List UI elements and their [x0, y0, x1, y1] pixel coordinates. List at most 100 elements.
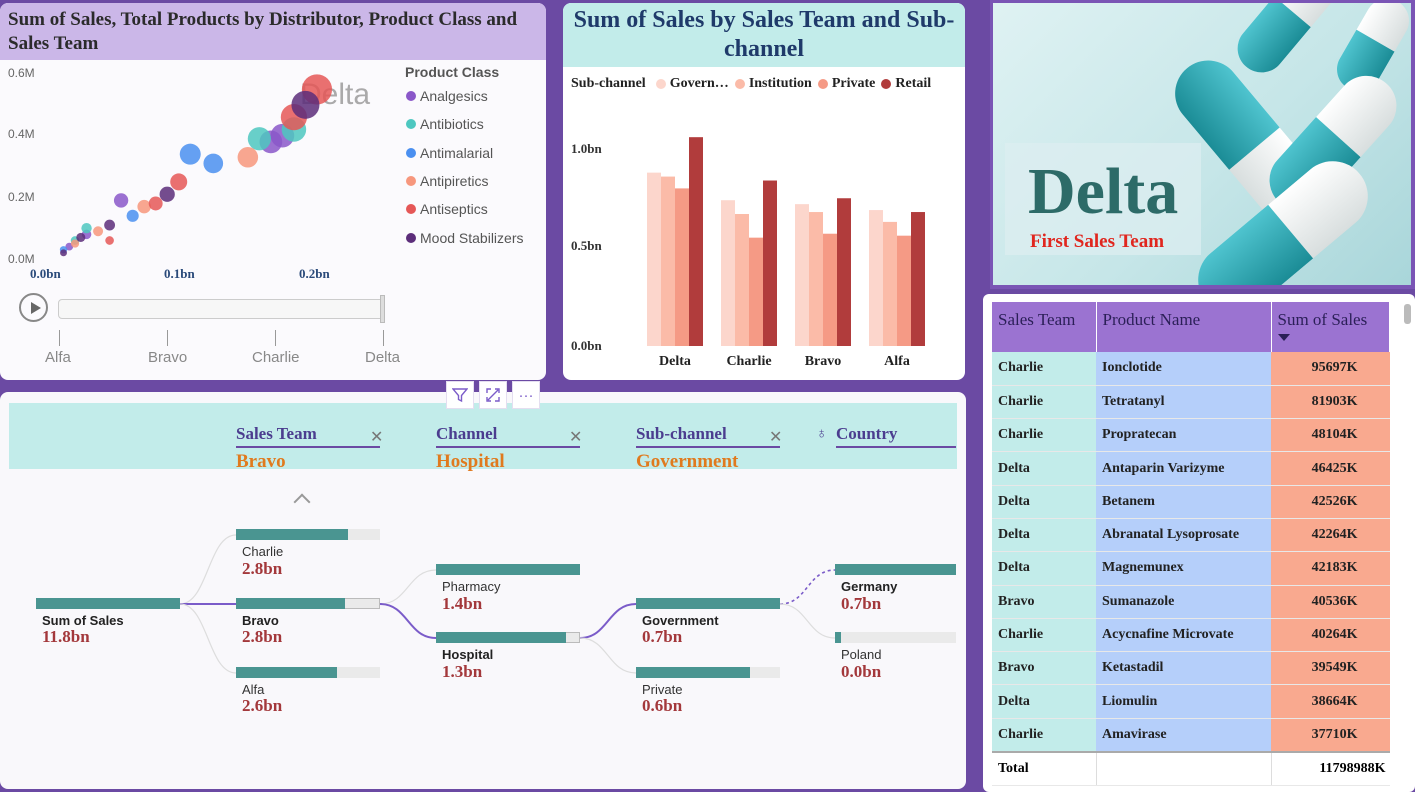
scatter-point[interactable] — [76, 232, 86, 242]
scatter-point[interactable] — [203, 153, 224, 174]
play-axis-slider[interactable] — [58, 299, 384, 319]
table-row[interactable]: Delta Liomulin 38664K — [992, 684, 1390, 719]
node-bar[interactable] — [636, 667, 750, 678]
table-row[interactable]: Charlie Propratecan 48104K — [992, 418, 1390, 453]
sales-team-cell: Bravo — [992, 651, 1096, 686]
sort-desc-icon[interactable] — [1277, 334, 1290, 341]
play-axis-label[interactable]: Charlie — [252, 349, 300, 366]
scatter-point[interactable] — [247, 127, 271, 151]
x-tick: 0.2bn — [299, 266, 330, 281]
bar[interactable] — [661, 176, 675, 346]
capsules-image: Delta First Sales Team — [993, 3, 1411, 285]
scatter-point[interactable] — [105, 236, 114, 245]
legend-item[interactable]: Institution — [734, 76, 812, 92]
scatter-point[interactable] — [179, 143, 201, 165]
table-row[interactable]: Charlie Ionclotide 95697K — [992, 352, 1390, 386]
node-bar[interactable] — [835, 564, 956, 575]
node-bar[interactable] — [636, 598, 780, 609]
table-row[interactable]: Delta Antaparin Varizyme 46425K — [992, 451, 1390, 486]
table-row[interactable]: Charlie Acycnafine Microvate 40264K — [992, 618, 1390, 653]
scatter-point[interactable] — [291, 90, 320, 119]
scatter-point[interactable] — [113, 193, 129, 208]
more-options-icon[interactable]: ··· — [512, 381, 540, 409]
node-bar[interactable] — [236, 529, 349, 540]
node-bar[interactable] — [436, 564, 580, 575]
scatter-point[interactable] — [237, 146, 259, 168]
scatter-point[interactable] — [60, 249, 67, 257]
node-value: 0.7bn — [841, 594, 882, 613]
scatter-point[interactable] — [170, 173, 188, 191]
column-header[interactable]: Sales Team — [992, 302, 1097, 352]
node-label: Germany — [841, 579, 898, 594]
table-row[interactable]: Delta Magnemunex 42183K — [992, 551, 1390, 586]
bar[interactable] — [809, 212, 823, 346]
legend-item[interactable]: Antiseptics — [406, 201, 488, 217]
table-row[interactable]: Bravo Ketastadil 39549K — [992, 651, 1390, 686]
x-tick: 0.1bn — [164, 266, 195, 281]
table-row[interactable]: Bravo Sumanazole 40536K — [992, 585, 1390, 619]
scatter-point[interactable] — [81, 222, 92, 234]
bar[interactable] — [795, 204, 809, 346]
table-scrollbar[interactable] — [1404, 304, 1411, 324]
legend-item[interactable]: Antimalarial — [406, 145, 493, 161]
bar[interactable] — [763, 180, 777, 346]
play-axis-handle[interactable] — [380, 295, 385, 323]
sales-team-cell: Delta — [992, 684, 1096, 719]
bar[interactable] — [689, 137, 703, 346]
legend-item[interactable]: Private — [817, 76, 875, 92]
bar[interactable] — [647, 172, 661, 346]
bar[interactable] — [823, 233, 837, 346]
play-button[interactable] — [19, 293, 48, 322]
legend-label: Institution — [748, 76, 812, 91]
legend-item[interactable]: Retail — [881, 76, 931, 92]
legend-dot — [655, 79, 666, 89]
remove-level-icon[interactable]: ✕ — [569, 429, 583, 446]
legend-item[interactable]: Antibiotics — [406, 116, 484, 132]
bar[interactable] — [869, 210, 883, 346]
legend-item[interactable]: Govern… — [655, 76, 729, 92]
column-header[interactable]: Product Name — [1096, 302, 1272, 352]
scatter-point[interactable] — [93, 226, 104, 237]
legend-item[interactable]: Analgesics — [406, 88, 488, 104]
sum-of-sales-cell: 42526K — [1271, 485, 1390, 519]
level-value: Bravo — [236, 451, 286, 472]
bar[interactable] — [837, 198, 851, 346]
table-row[interactable]: Charlie Tetratanyl 81903K — [992, 385, 1390, 420]
focus-mode-icon[interactable] — [479, 381, 507, 409]
remove-level-icon[interactable]: ✕ — [769, 429, 783, 446]
bar[interactable] — [721, 200, 735, 346]
filter-icon[interactable] — [446, 381, 474, 409]
bar[interactable] — [675, 188, 689, 346]
scatter-point[interactable] — [104, 219, 116, 231]
scatter-point[interactable] — [159, 186, 175, 202]
scatter-point[interactable] — [137, 199, 151, 214]
legend-item[interactable]: Mood Stabilizers — [406, 230, 524, 246]
bar[interactable] — [883, 221, 897, 346]
bar[interactable] — [749, 237, 763, 346]
node-label: Poland — [841, 647, 882, 662]
table-row[interactable]: Delta Abranatal Lysoprosate 42264K — [992, 518, 1390, 553]
node-bar[interactable] — [835, 632, 842, 643]
bar[interactable] — [911, 212, 925, 346]
node-bar[interactable] — [436, 632, 566, 643]
remove-level-icon[interactable]: ✕ — [370, 429, 384, 446]
column-header[interactable]: Sum of Sales — [1271, 302, 1390, 352]
scatter-point[interactable] — [126, 209, 139, 222]
decomp-connectors — [179, 534, 836, 674]
play-axis-label[interactable]: Delta — [365, 349, 401, 366]
scatter-point[interactable] — [70, 239, 80, 248]
play-axis-label[interactable]: Bravo — [148, 349, 188, 366]
capsule-illustration — [1227, 3, 1349, 83]
node-bar[interactable] — [236, 598, 346, 609]
node-bar[interactable] — [236, 667, 337, 678]
legend-item[interactable]: Antipiretics — [406, 173, 488, 189]
bar[interactable] — [897, 235, 911, 346]
product-name-cell: Magnemunex — [1096, 551, 1271, 586]
table-row[interactable]: Charlie Amavirase 37710K — [992, 718, 1390, 753]
play-axis-label[interactable]: Alfa — [45, 349, 71, 366]
scatter-point[interactable] — [148, 196, 163, 211]
bar[interactable] — [735, 214, 749, 346]
node-bar[interactable] — [36, 598, 180, 609]
table-row[interactable]: Delta Betanem 42526K — [992, 485, 1390, 519]
legend-dot — [881, 79, 892, 89]
